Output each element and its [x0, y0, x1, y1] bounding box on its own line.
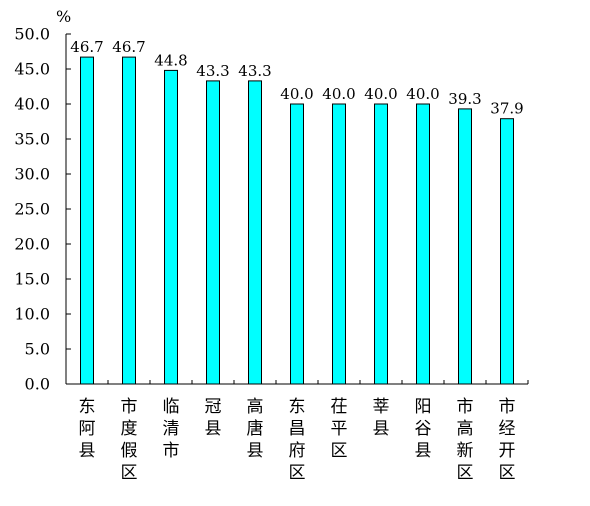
y-tick-label: 25.0 — [14, 200, 50, 219]
y-tick-label: 40.0 — [14, 95, 50, 114]
y-tick-label: 45.0 — [14, 60, 50, 79]
data-label: 40.0 — [280, 85, 313, 103]
y-tick-label: 10.0 — [14, 305, 50, 324]
bar — [248, 80, 262, 385]
category-label: 东昌府区 — [289, 397, 306, 483]
bar — [290, 103, 304, 385]
y-axis-ticks: 0.0 5.0 10.0 15.0 20.0 25.0 30.0 35.0 40.0 45.0 50… — [14, 25, 71, 394]
category-label: 茌平区 — [331, 397, 348, 461]
bar — [206, 80, 220, 385]
y-tick-label: 15.0 — [14, 270, 50, 289]
category-label: 临清市 — [163, 397, 180, 461]
category-label: 市度假区 — [121, 397, 138, 483]
category-label: 莘县 — [373, 397, 390, 439]
category-label: 高唐县 — [247, 397, 264, 461]
data-label: 40.0 — [364, 85, 397, 103]
y-tick-label: 20.0 — [14, 235, 50, 254]
category-label: 冠县 — [205, 397, 222, 439]
category-labels: 东阿县 市度假区 临清市 冠县 高唐县 东昌府区 茌平区 莘县 阳谷县 市高新区 市经开区 — [79, 397, 516, 483]
data-label: 40.0 — [322, 85, 355, 103]
bar — [374, 103, 388, 385]
bar — [80, 56, 94, 385]
data-labels: 46.7 46.7 44.8 43.3 43.3 40.0 40.0 40.0 40.0 39.3… — [70, 38, 523, 118]
data-label: 37.9 — [490, 100, 523, 118]
category-label: 阳谷县 — [415, 397, 432, 461]
category-label: 市高新区 — [457, 397, 474, 483]
y-tick-label: 0.0 — [25, 375, 50, 394]
data-label: 43.3 — [196, 62, 229, 80]
data-label: 43.3 — [238, 62, 271, 80]
category-label: 东阿县 — [79, 397, 96, 461]
data-label: 40.0 — [406, 85, 439, 103]
y-tick-label: 30.0 — [14, 165, 50, 184]
y-axis-unit-label: % — [56, 7, 71, 26]
bar — [164, 69, 178, 385]
bar — [458, 108, 472, 385]
y-tick-label: 35.0 — [14, 130, 50, 149]
category-label: 市经开区 — [499, 397, 516, 483]
y-tick-label: 50.0 — [14, 25, 50, 44]
bar — [500, 118, 514, 385]
bars — [80, 56, 529, 385]
data-label: 44.8 — [154, 51, 187, 69]
bar — [416, 103, 430, 385]
y-tick-label: 5.0 — [25, 340, 50, 359]
data-label: 46.7 — [112, 38, 145, 56]
bar — [332, 103, 346, 385]
data-label: 46.7 — [70, 38, 103, 56]
bar — [122, 56, 136, 385]
data-label: 39.3 — [448, 90, 481, 108]
